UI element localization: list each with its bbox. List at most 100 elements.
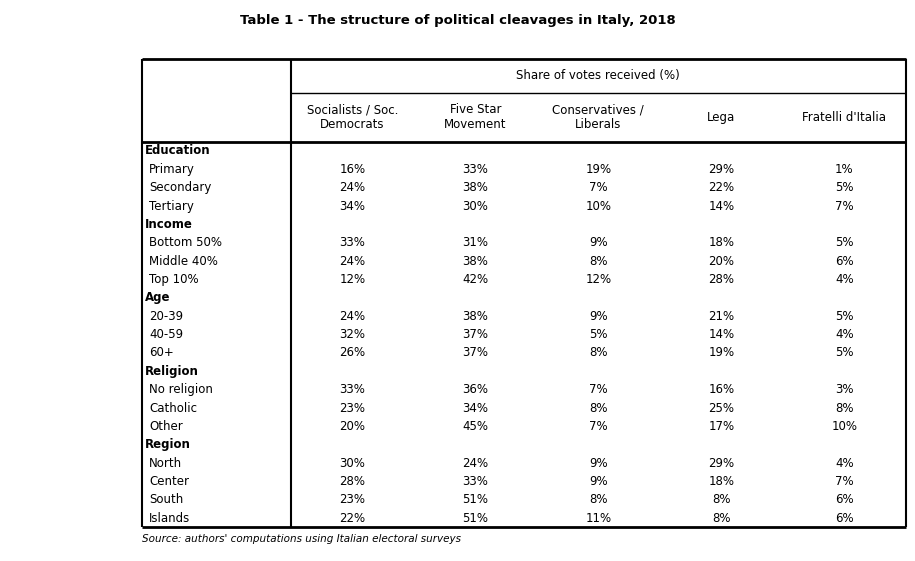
Text: 9%: 9% xyxy=(589,457,608,470)
Text: Education: Education xyxy=(145,145,210,158)
Text: 36%: 36% xyxy=(462,383,489,396)
Text: South: South xyxy=(149,493,183,507)
Text: 10%: 10% xyxy=(586,200,611,213)
Text: 19%: 19% xyxy=(708,347,735,360)
Text: 28%: 28% xyxy=(708,273,735,286)
Text: Socialists / Soc.
Democrats: Socialists / Soc. Democrats xyxy=(307,103,398,131)
Text: 8%: 8% xyxy=(589,347,608,360)
Text: 23%: 23% xyxy=(339,402,365,415)
Text: 7%: 7% xyxy=(589,383,608,396)
Text: 5%: 5% xyxy=(589,328,608,341)
Text: 20%: 20% xyxy=(339,420,365,433)
Text: 16%: 16% xyxy=(708,383,735,396)
Text: 6%: 6% xyxy=(835,512,854,525)
Text: 31%: 31% xyxy=(462,236,489,249)
Text: 8%: 8% xyxy=(589,402,608,415)
Text: 3%: 3% xyxy=(835,383,854,396)
Text: 29%: 29% xyxy=(708,163,735,176)
Text: Secondary: Secondary xyxy=(149,181,211,194)
Text: Table 1 - The structure of political cleavages in Italy, 2018: Table 1 - The structure of political cle… xyxy=(240,14,675,27)
Text: 24%: 24% xyxy=(339,181,365,194)
Text: 34%: 34% xyxy=(339,200,365,213)
Text: 20-39: 20-39 xyxy=(149,310,183,323)
Text: Primary: Primary xyxy=(149,163,195,176)
Text: 26%: 26% xyxy=(339,347,365,360)
Text: 25%: 25% xyxy=(708,402,735,415)
Text: 14%: 14% xyxy=(708,328,735,341)
Text: Share of votes received (%): Share of votes received (%) xyxy=(516,69,680,82)
Text: 21%: 21% xyxy=(708,310,735,323)
Text: 5%: 5% xyxy=(835,181,854,194)
Text: 22%: 22% xyxy=(339,512,365,525)
Text: 24%: 24% xyxy=(339,255,365,268)
Text: 18%: 18% xyxy=(708,475,735,488)
Text: 8%: 8% xyxy=(589,493,608,507)
Text: Tertiary: Tertiary xyxy=(149,200,194,213)
Text: 8%: 8% xyxy=(712,512,730,525)
Text: 33%: 33% xyxy=(462,163,489,176)
Text: 8%: 8% xyxy=(712,493,730,507)
Text: 22%: 22% xyxy=(708,181,735,194)
Text: Bottom 50%: Bottom 50% xyxy=(149,236,222,249)
Text: 8%: 8% xyxy=(589,255,608,268)
Text: No religion: No religion xyxy=(149,383,213,396)
Text: Fratelli d'Italia: Fratelli d'Italia xyxy=(802,111,887,124)
Text: 10%: 10% xyxy=(832,420,857,433)
Text: 24%: 24% xyxy=(339,310,365,323)
Text: 11%: 11% xyxy=(586,512,611,525)
Text: Center: Center xyxy=(149,475,189,488)
Text: 33%: 33% xyxy=(462,475,489,488)
Text: 28%: 28% xyxy=(339,475,365,488)
Text: 34%: 34% xyxy=(462,402,489,415)
Text: 17%: 17% xyxy=(708,420,735,433)
Text: 42%: 42% xyxy=(462,273,489,286)
Text: 24%: 24% xyxy=(462,457,489,470)
Text: 8%: 8% xyxy=(835,402,854,415)
Text: 7%: 7% xyxy=(589,420,608,433)
Text: Five Star
Movement: Five Star Movement xyxy=(444,103,507,131)
Text: 37%: 37% xyxy=(462,328,489,341)
Text: 1%: 1% xyxy=(835,163,854,176)
Text: 40-59: 40-59 xyxy=(149,328,183,341)
Text: 19%: 19% xyxy=(586,163,611,176)
Text: 38%: 38% xyxy=(462,181,489,194)
Text: Catholic: Catholic xyxy=(149,402,197,415)
Text: 51%: 51% xyxy=(462,493,489,507)
Text: 30%: 30% xyxy=(462,200,489,213)
Text: 20%: 20% xyxy=(708,255,735,268)
Text: 12%: 12% xyxy=(339,273,365,286)
Text: Middle 40%: Middle 40% xyxy=(149,255,218,268)
Text: Source: authors' computations using Italian electoral surveys: Source: authors' computations using Ital… xyxy=(142,534,461,544)
Text: North: North xyxy=(149,457,182,470)
Text: 33%: 33% xyxy=(339,383,365,396)
Text: 7%: 7% xyxy=(589,181,608,194)
Text: 16%: 16% xyxy=(339,163,365,176)
Text: 9%: 9% xyxy=(589,236,608,249)
Text: 4%: 4% xyxy=(835,457,854,470)
Text: 9%: 9% xyxy=(589,310,608,323)
Text: 18%: 18% xyxy=(708,236,735,249)
Text: 4%: 4% xyxy=(835,273,854,286)
Text: 7%: 7% xyxy=(835,200,854,213)
Text: Religion: Religion xyxy=(145,365,199,378)
Text: 23%: 23% xyxy=(339,493,365,507)
Text: 14%: 14% xyxy=(708,200,735,213)
Text: 38%: 38% xyxy=(462,255,489,268)
Text: 29%: 29% xyxy=(708,457,735,470)
Text: Top 10%: Top 10% xyxy=(149,273,199,286)
Text: Region: Region xyxy=(145,438,190,451)
Text: 5%: 5% xyxy=(835,310,854,323)
Text: 6%: 6% xyxy=(835,493,854,507)
Text: 38%: 38% xyxy=(462,310,489,323)
Text: 7%: 7% xyxy=(835,475,854,488)
Text: 6%: 6% xyxy=(835,255,854,268)
Text: 5%: 5% xyxy=(835,236,854,249)
Text: 37%: 37% xyxy=(462,347,489,360)
Text: Conservatives /
Liberals: Conservatives / Liberals xyxy=(553,103,644,131)
Text: Age: Age xyxy=(145,291,170,305)
Text: Lega: Lega xyxy=(707,111,736,124)
Text: 5%: 5% xyxy=(835,347,854,360)
Text: Other: Other xyxy=(149,420,183,433)
Text: 9%: 9% xyxy=(589,475,608,488)
Text: 60+: 60+ xyxy=(149,347,174,360)
